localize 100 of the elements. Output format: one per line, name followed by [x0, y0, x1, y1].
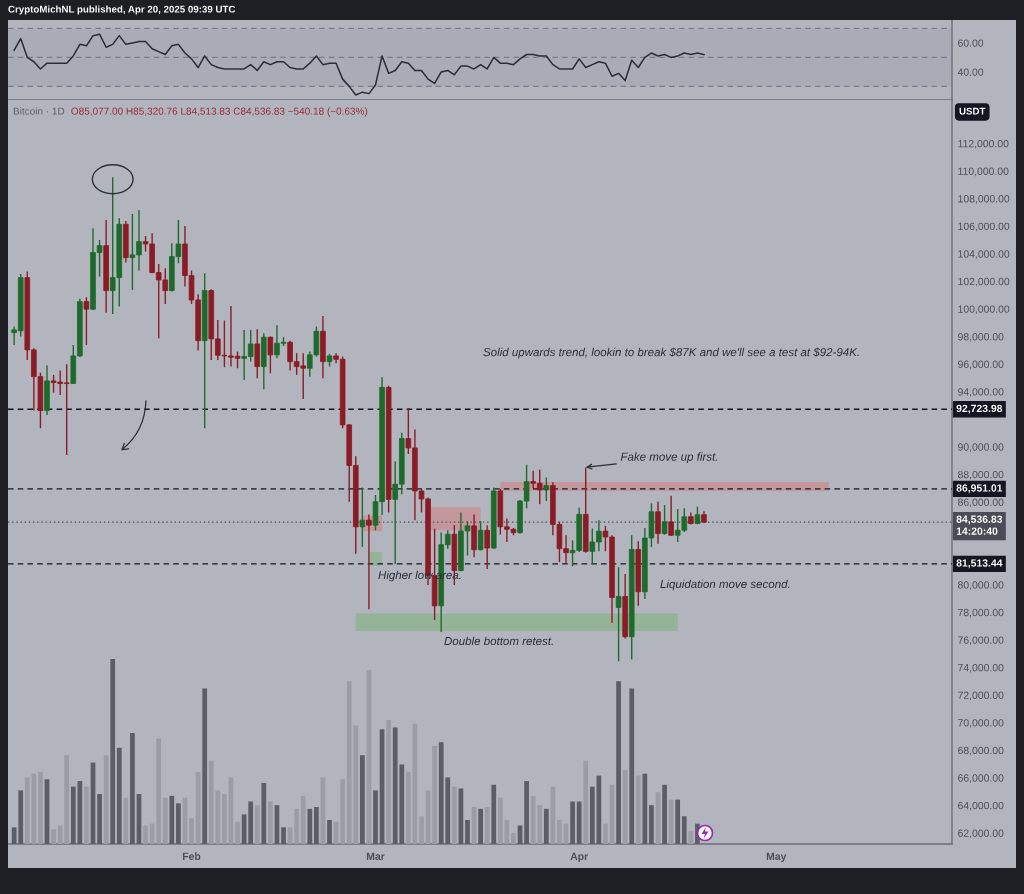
- bar: [314, 807, 319, 844]
- y-tick-label: 68,000.00: [958, 746, 1004, 756]
- y-tick-label: 74,000.00: [958, 663, 1004, 673]
- bar: [616, 681, 621, 844]
- bar: [497, 797, 503, 844]
- bar: [583, 760, 589, 844]
- x-tick-label: Feb: [182, 852, 201, 860]
- bar: [156, 738, 162, 844]
- bar: [432, 745, 437, 844]
- bar: [143, 825, 148, 844]
- y-tick-label: 100,000.00: [958, 305, 1010, 315]
- bar: [130, 733, 135, 844]
- bar: [511, 832, 516, 844]
- bar: [622, 770, 628, 844]
- bar: [327, 819, 332, 844]
- bar: [281, 827, 286, 844]
- y-tick-label: 106,000.00: [958, 222, 1010, 232]
- bar: [491, 784, 497, 844]
- bar: [162, 797, 168, 844]
- bar: [110, 659, 116, 844]
- bar: [116, 747, 122, 844]
- bar: [681, 816, 687, 844]
- bar: [589, 786, 595, 844]
- x-tick-label: May: [766, 852, 787, 863]
- bar: [176, 803, 181, 844]
- bar: [570, 801, 575, 844]
- y-tick-label: 86,000.00: [958, 498, 1004, 508]
- bar: [235, 821, 240, 844]
- bar: [576, 801, 582, 844]
- bar: [642, 773, 648, 844]
- bar: [254, 805, 260, 844]
- bar: [524, 781, 529, 844]
- bar: [103, 755, 109, 844]
- ref-line-label: 84,536.83 14:20:40: [956, 515, 1003, 535]
- annotation: Solid upwards trend, lookin to break $87K and we'll see a test at $92-94K.: [483, 347, 859, 359]
- bar: [386, 720, 391, 844]
- y-tick-label: 110,000.00: [958, 167, 1009, 177]
- bar: [419, 816, 424, 844]
- bar: [451, 786, 457, 844]
- bar: [261, 782, 267, 844]
- bar: [478, 808, 483, 844]
- candlestick: [366, 513, 372, 610]
- y-tick-label: 80,000.00: [958, 581, 1004, 590]
- bar: [38, 771, 43, 844]
- bar: [222, 794, 227, 844]
- candlestick: [83, 296, 90, 346]
- y-tick-label: 72,000.00: [958, 691, 1004, 701]
- bar: [662, 784, 667, 844]
- bar: [373, 790, 378, 844]
- candlestick: [471, 513, 477, 558]
- bar: [24, 777, 30, 844]
- ref-line-label: 92,723.98: [956, 404, 1003, 414]
- candlestick: [655, 501, 661, 545]
- candlestick: [477, 520, 484, 552]
- bar: [359, 755, 365, 844]
- ref-line-label: 81,513.44: [956, 559, 1003, 569]
- candlestick: [484, 524, 490, 570]
- text: Bitcoin · 1D: [13, 107, 65, 115]
- bar: [675, 799, 681, 844]
- bar: [51, 829, 56, 844]
- y-tick-label: 40.00: [957, 68, 984, 76]
- y-axis-title: USDT: [959, 107, 986, 115]
- annotation: Liquidation move second.: [660, 579, 790, 591]
- bar: [123, 797, 129, 844]
- bar: [294, 808, 300, 844]
- bar: [189, 818, 194, 844]
- annotation: Double bottom retest.: [444, 636, 553, 646]
- y-tick-label: 60.00: [958, 39, 984, 47]
- bar: [629, 688, 635, 844]
- y-tick-label: 112,000.00: [958, 139, 1009, 149]
- candlestick: [668, 494, 674, 537]
- y-tick-label: 108,000.00: [958, 195, 1010, 204]
- x-tick-label: Mar: [366, 852, 385, 860]
- candlestick: [543, 476, 550, 502]
- y-tick-label: 76,000.00: [958, 636, 1004, 646]
- bar: [649, 805, 654, 844]
- bar: [603, 823, 608, 844]
- bar: [202, 688, 208, 844]
- candlestick: [615, 566, 622, 662]
- y-tick-label: 66,000.00: [958, 774, 1004, 783]
- y-tick-label: 94,000.00: [958, 388, 1004, 397]
- y-tick-label: 90,000.00: [958, 443, 1004, 452]
- y-tick-label: 102,000.00: [958, 277, 1010, 287]
- y-tick-label: 98,000.00: [958, 333, 1004, 342]
- bar: [635, 775, 641, 844]
- bar: [340, 779, 346, 844]
- bar: [484, 807, 490, 844]
- y-tick-label: 64,000.00: [958, 801, 1004, 811]
- y-tick-label: 88,000.00: [958, 470, 1004, 480]
- text: CryptoMichNL published, Apr 20, 2025 09:39 UTC: [8, 5, 236, 15]
- y-tick-label: 104,000.00: [958, 250, 1010, 259]
- bar: [557, 819, 562, 844]
- bar: [300, 795, 306, 844]
- bar: [268, 801, 273, 844]
- annotation: Fake move up first.: [620, 452, 718, 464]
- bar: [84, 786, 89, 844]
- bar: [307, 808, 313, 844]
- candlestick: [661, 504, 668, 536]
- ref-line-label: 86,951.01: [956, 484, 1003, 494]
- bar: [169, 795, 175, 844]
